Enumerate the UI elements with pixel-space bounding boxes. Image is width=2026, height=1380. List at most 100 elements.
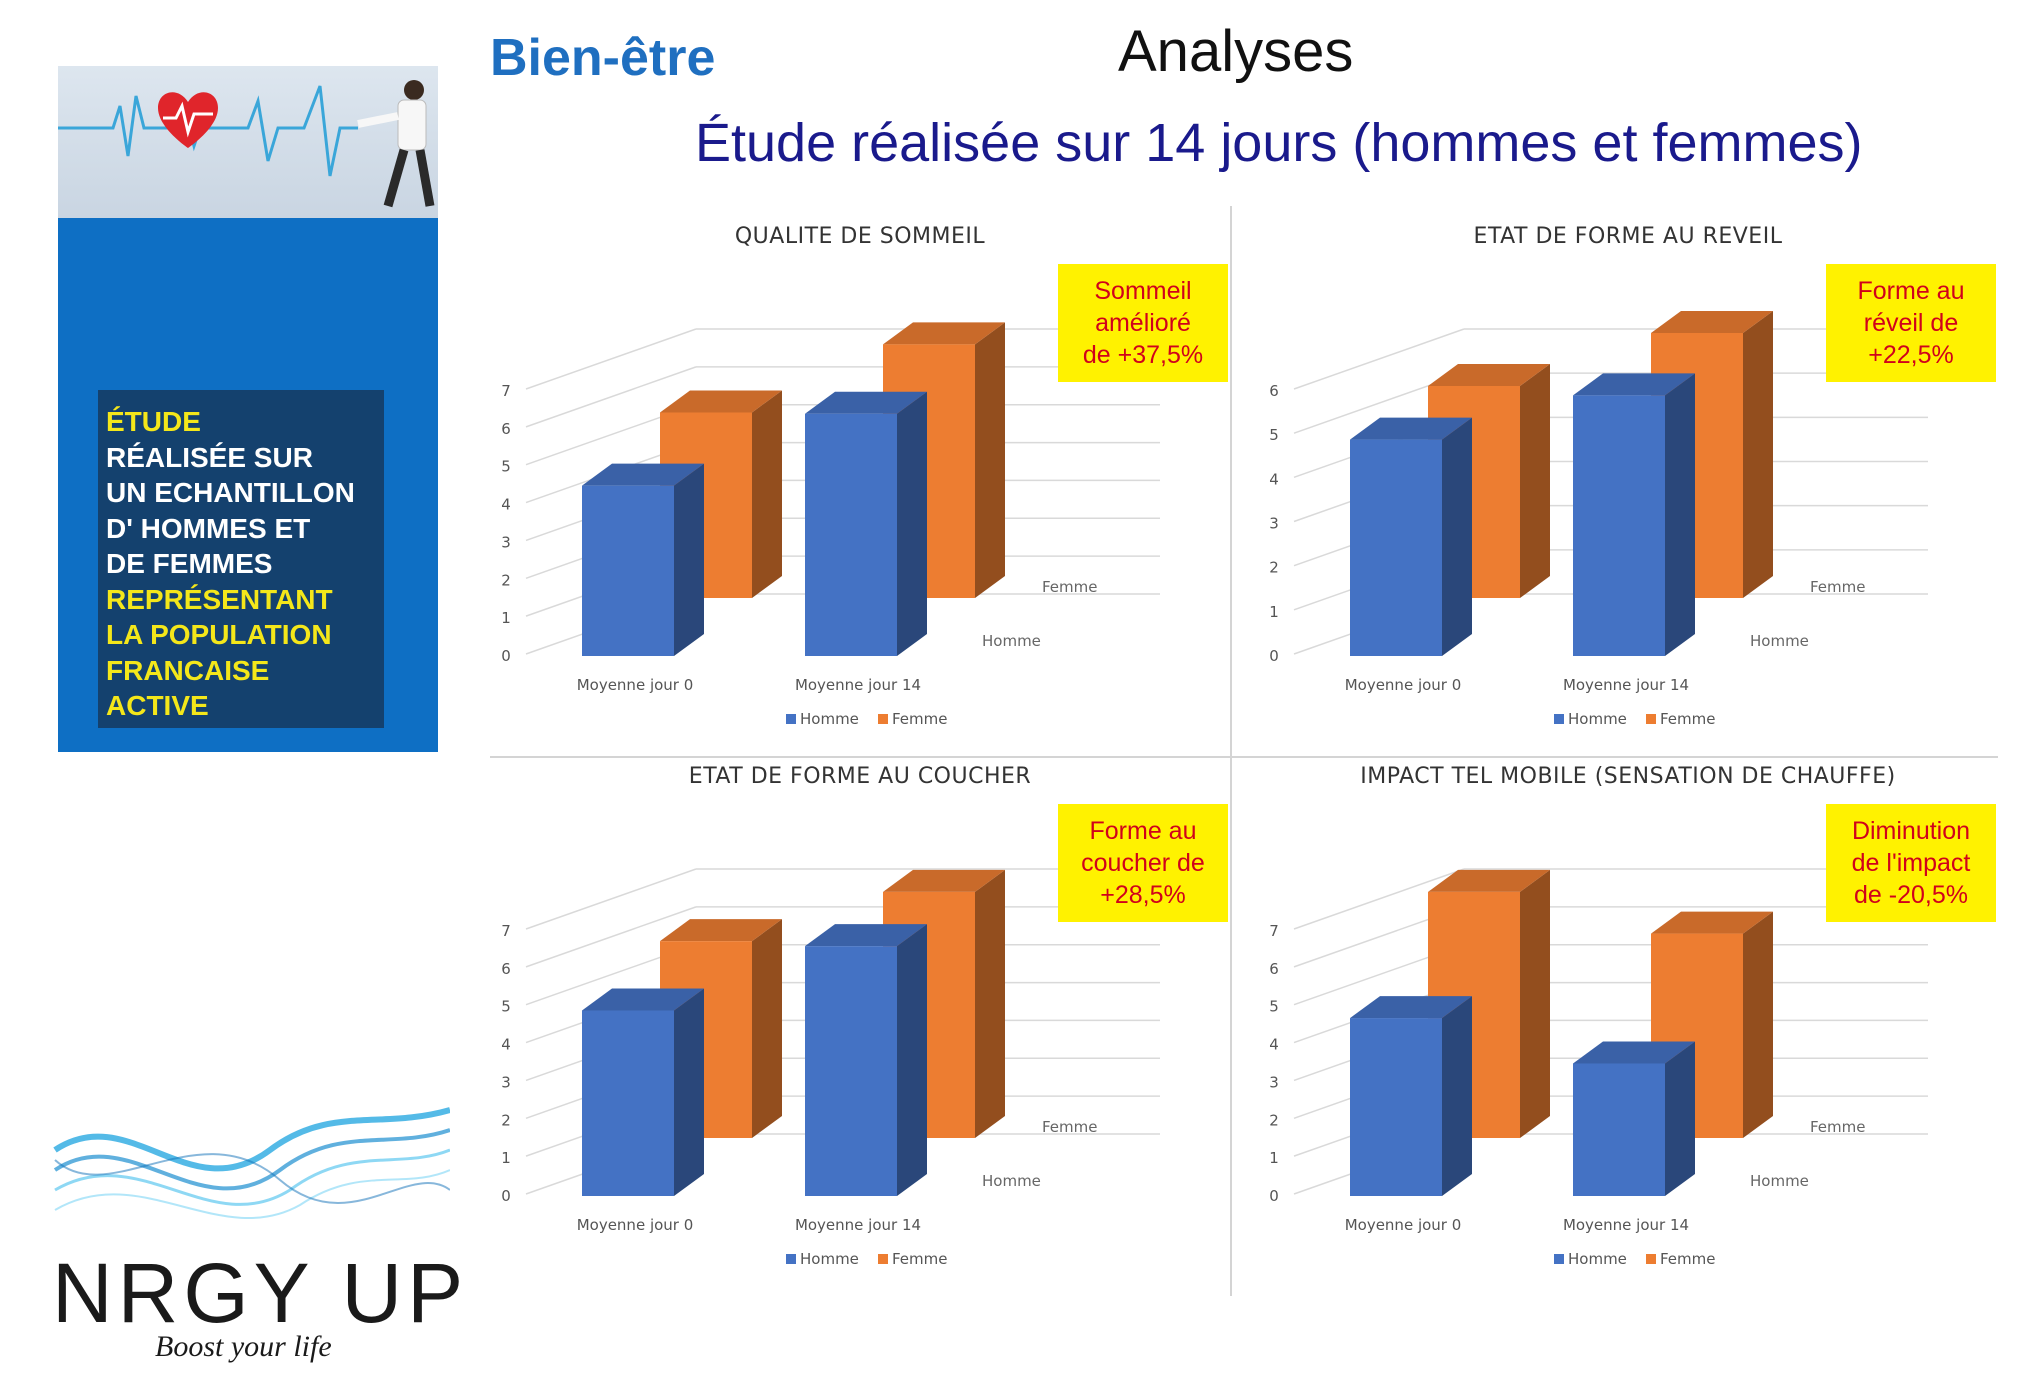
study-line: ACTIVE — [106, 690, 209, 721]
page-subtitle: Étude réalisée sur 14 jours (hommes et f… — [695, 113, 1863, 173]
chart-title: QUALITE DE SOMMEIL — [734, 224, 986, 249]
gridline-depth — [525, 906, 697, 968]
bar-side — [975, 322, 1005, 598]
y-tick-label: 7 — [501, 922, 511, 940]
legend-label: Femme — [1660, 710, 1716, 728]
bar-front — [1350, 1018, 1442, 1196]
bar-side — [1743, 911, 1773, 1138]
bar-front — [805, 413, 897, 656]
bar-side — [1743, 311, 1773, 598]
bar-side — [1442, 417, 1472, 656]
logo-tagline: Boost your life — [155, 1330, 332, 1363]
y-tick-label: 2 — [1269, 559, 1279, 577]
y-tick-label: 3 — [501, 533, 511, 551]
legend-swatch — [1646, 1254, 1656, 1264]
bar-top — [1651, 911, 1773, 934]
bar-chart-svg: 0 1 2 3 4 5 6 7 Homme Femme Moyenne jour 0 Moyenne … — [501, 868, 1160, 1268]
bar-top — [1350, 417, 1472, 440]
wave-logo-graphic — [50, 1090, 451, 1380]
bar-side — [1520, 869, 1550, 1138]
x-tick-label: Moyenne jour 0 — [1345, 676, 1462, 694]
study-line: ÉTUDE — [106, 406, 201, 437]
y-tick-label: 3 — [1269, 1073, 1279, 1091]
bar-side — [1665, 373, 1695, 656]
gridline-depth — [525, 868, 697, 930]
y-tick-label: 1 — [1269, 603, 1279, 621]
legend-swatch — [1646, 714, 1656, 724]
depth-label: Femme — [1042, 578, 1098, 596]
legend-label: Homme — [800, 1250, 859, 1268]
gridline-depth — [1293, 868, 1465, 930]
callout-line: Sommeil — [1094, 277, 1192, 305]
depth-label: Homme — [982, 632, 1041, 650]
bar-side — [752, 390, 782, 598]
bar-side — [1442, 996, 1472, 1196]
bar-side — [1665, 1041, 1695, 1196]
bar — [805, 391, 927, 656]
y-tick-label: 4 — [501, 496, 511, 514]
legend-swatch — [1554, 714, 1564, 724]
callout-line: réveil de — [1863, 309, 1959, 337]
legend-label: Femme — [892, 710, 948, 728]
bar-front — [582, 1010, 674, 1196]
gridline-depth — [525, 328, 697, 390]
legend-swatch — [786, 1254, 796, 1264]
legend-label: Homme — [1568, 710, 1627, 728]
study-line: FRANCAISE — [106, 654, 270, 686]
y-tick-label: 6 — [1269, 960, 1279, 978]
bar — [1350, 417, 1472, 656]
callout-line: +28,5% — [1100, 881, 1186, 909]
y-tick-label: 4 — [1269, 470, 1279, 488]
x-tick-label: Moyenne jour 14 — [795, 676, 921, 694]
x-tick-label: Moyenne jour 0 — [577, 1216, 694, 1234]
bar — [582, 988, 704, 1196]
section-title: Analyses — [1118, 19, 1354, 84]
y-tick-label: 2 — [501, 571, 511, 589]
y-tick-label: 2 — [501, 1111, 511, 1129]
callout-line: coucher de — [1081, 849, 1205, 877]
bar — [582, 463, 704, 656]
bar-top — [883, 869, 1005, 892]
chart-panel: 0 1 2 3 4 5 6 7 Homme Femme Moyenne jour 0 Moyenne … — [1258, 752, 1998, 1292]
legend-swatch — [1554, 1254, 1564, 1264]
bar — [1350, 996, 1472, 1196]
bar-top — [660, 390, 782, 413]
bar — [1573, 373, 1695, 656]
y-tick-label: 5 — [1269, 426, 1279, 444]
chart-callout: Forme au réveil de +22,5% — [1826, 264, 1996, 382]
grid-divider-horizontal — [490, 756, 1998, 758]
y-tick-label: 6 — [501, 420, 511, 438]
bar-side — [975, 869, 1005, 1138]
gridline-depth — [525, 366, 697, 428]
chart-panel: 0 1 2 3 4 5 6 7 Homme Femme Moyenne jour 0 Moyenne … — [490, 212, 1230, 752]
callout-line: amélioré — [1095, 309, 1191, 337]
callout-line: Forme au — [1089, 817, 1197, 845]
bar-top — [1428, 869, 1550, 892]
chart-title: ETAT DE FORME AU COUCHER — [688, 764, 1032, 789]
y-tick-label: 7 — [501, 382, 511, 400]
x-tick-label: Moyenne jour 14 — [1563, 1216, 1689, 1234]
bar — [805, 924, 927, 1196]
y-tick-label: 4 — [501, 1036, 511, 1054]
x-tick-label: Moyenne jour 14 — [795, 1216, 921, 1234]
y-tick-label: 5 — [1269, 998, 1279, 1016]
bar-top — [805, 391, 927, 414]
y-tick-label: 1 — [501, 1149, 511, 1167]
depth-label: Femme — [1810, 578, 1866, 596]
y-tick-label: 0 — [501, 1187, 511, 1205]
heart-icon — [158, 92, 218, 148]
x-tick-label: Moyenne jour 14 — [1563, 676, 1689, 694]
brand-title: Bien-être — [490, 29, 716, 87]
bar-top — [582, 988, 704, 1011]
gridline-depth — [1293, 328, 1465, 390]
y-tick-label: 4 — [1269, 1036, 1279, 1054]
chart-callout: Diminution de l'impact de -20,5% — [1826, 804, 1996, 922]
study-line: DE FEMMES — [106, 548, 273, 579]
chart-callout: Forme au coucher de +28,5% — [1058, 804, 1228, 922]
study-line: LA POPULATION — [106, 619, 332, 650]
legend-label: Homme — [800, 710, 859, 728]
bar-top — [660, 919, 782, 942]
bar-top — [1350, 996, 1472, 1019]
bar-front — [1573, 1063, 1665, 1196]
callout-line: de l'impact — [1851, 849, 1971, 877]
